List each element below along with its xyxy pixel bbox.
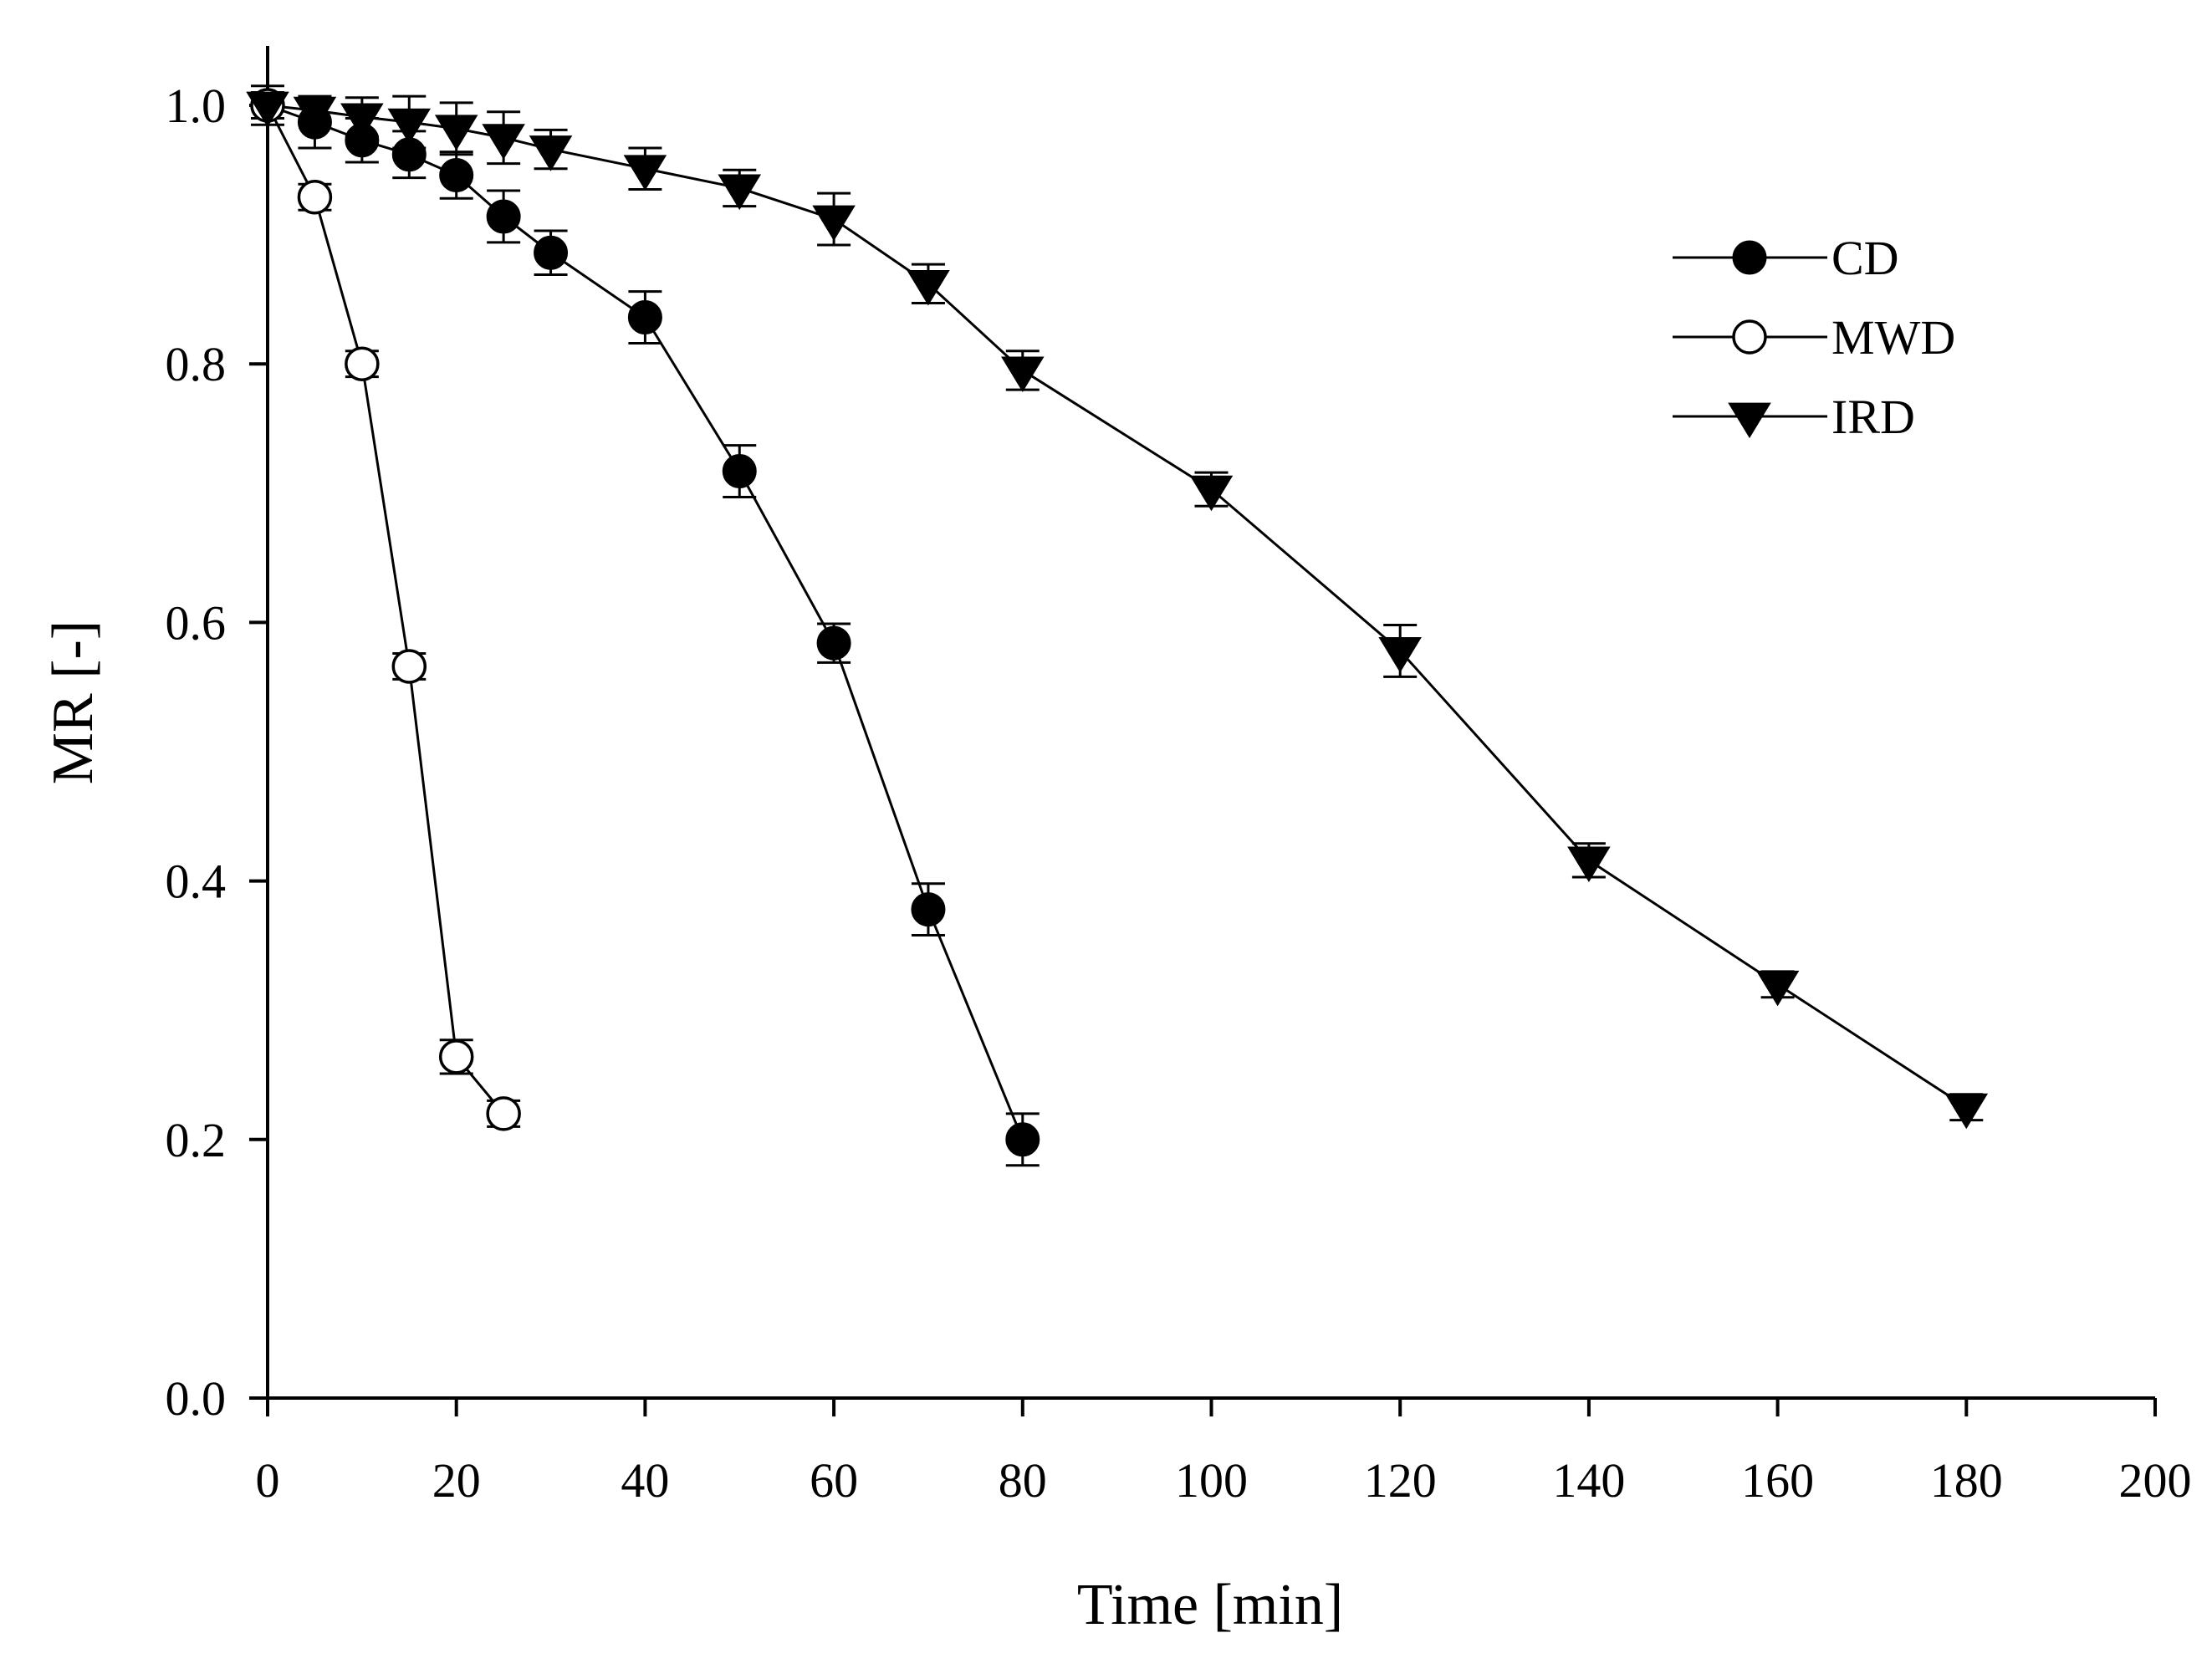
axes: 0 20 40 60 80 100 120 140 160 180 200 0.0 0.2 0.4 0.6 0…	[166, 46, 2192, 1508]
x-tick-label: 140	[1552, 1453, 1625, 1508]
data-point-ird	[1189, 475, 1234, 512]
data-point-cd	[911, 892, 946, 927]
x-tick-label: 120	[1364, 1453, 1437, 1508]
error-bars	[251, 84, 1984, 1167]
x-tick-label: 40	[621, 1453, 669, 1508]
data-point-ird	[1378, 637, 1422, 673]
legend-marker-cd	[1732, 240, 1767, 275]
y-axis-title: MR [-]	[41, 620, 105, 784]
data-point-cd	[1005, 1122, 1040, 1157]
data-point-ird	[529, 135, 573, 171]
data-point-mwd	[345, 346, 380, 381]
x-tick-label: 160	[1741, 1453, 1814, 1508]
data-point-mwd	[391, 649, 427, 684]
data-point-ird	[907, 269, 950, 306]
legend-entry-ird: IRD	[1673, 390, 1915, 444]
legend-label-ird: IRD	[1831, 390, 1915, 444]
data-point-ird	[246, 91, 289, 128]
data-point-ird	[1001, 356, 1045, 393]
x-tick-label: 20	[432, 1453, 481, 1508]
data-point-ird	[340, 103, 384, 140]
data-point-cd	[627, 300, 662, 335]
legend-marker-mwd	[1732, 319, 1767, 355]
y-tick-label: 0.6	[166, 595, 227, 650]
data-point-ird	[293, 96, 337, 133]
legend: CD MWD IRD	[1673, 231, 1955, 444]
series-line-mwd	[266, 105, 505, 1115]
data-point-ird	[1567, 846, 1611, 882]
data-point-ird	[812, 205, 856, 242]
y-tick-label: 0.2	[166, 1113, 227, 1167]
data-point-ird	[387, 108, 432, 145]
data-point-ird	[718, 174, 762, 211]
legend-label-cd: CD	[1831, 231, 1899, 285]
data-markers	[246, 88, 1989, 1157]
data-point-ird	[434, 115, 478, 151]
x-tick-label: 80	[999, 1453, 1047, 1508]
series-line-cd	[267, 104, 1024, 1141]
x-tick-label: 60	[810, 1453, 858, 1508]
x-tick-label: 0	[256, 1453, 280, 1508]
series-line-ird	[267, 104, 1968, 1109]
x-tick-label: 180	[1930, 1453, 2003, 1508]
data-point-ird	[1944, 1093, 1989, 1130]
data-point-mwd	[438, 1039, 474, 1074]
x-axis-title: Time [min]	[1077, 1573, 1343, 1637]
legend-entry-cd: CD	[1673, 231, 1899, 285]
x-tick-label: 100	[1175, 1453, 1248, 1508]
legend-label-mwd: MWD	[1831, 310, 1955, 365]
data-point-ird	[623, 155, 667, 191]
legend-marker-ird	[1728, 402, 1771, 439]
data-point-mwd	[486, 1096, 521, 1131]
data-point-cd	[534, 235, 569, 270]
y-tick-label: 0.0	[166, 1371, 227, 1426]
data-point-cd	[486, 199, 521, 234]
data-point-cd	[439, 157, 474, 192]
x-tick-label: 200	[2119, 1453, 2192, 1508]
series-lines	[266, 104, 1968, 1141]
y-tick-label: 0.8	[166, 337, 227, 391]
legend-entry-mwd: MWD	[1673, 310, 1955, 365]
y-tick-label: 1.0	[166, 79, 227, 133]
data-point-mwd	[297, 180, 333, 215]
data-point-cd	[816, 625, 851, 661]
data-point-ird	[1755, 970, 1800, 1007]
data-point-cd	[722, 454, 757, 489]
y-tick-label: 0.4	[166, 855, 227, 909]
data-point-ird	[482, 124, 525, 160]
